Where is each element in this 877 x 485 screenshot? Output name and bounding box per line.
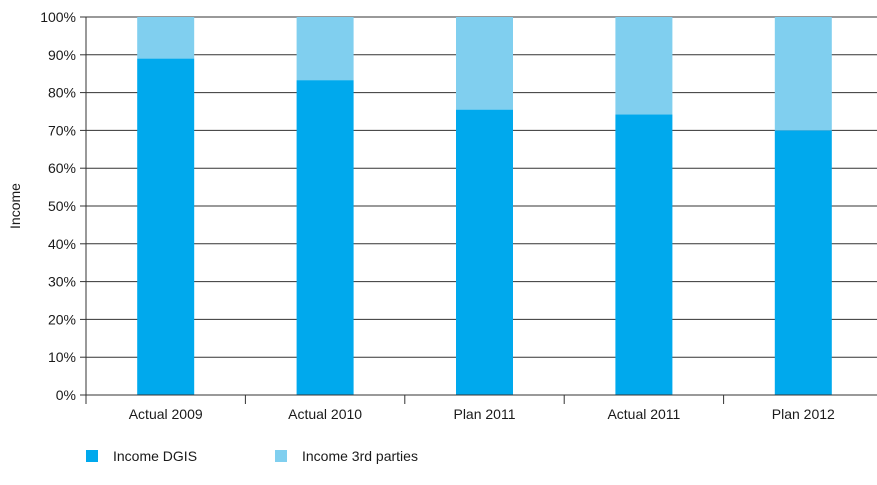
bar-segment [774,130,832,395]
y-tick-label: 50% [48,198,76,214]
y-tick-label: 20% [48,311,76,327]
y-tick-label: 80% [48,85,76,101]
bar-segment [456,17,513,110]
bar-segment [774,17,832,131]
legend-label: Income 3rd parties [302,448,418,464]
y-axis-title: Income [7,183,23,229]
bars [137,17,832,396]
y-tick-label: 100% [40,9,76,25]
y-tick-label: 30% [48,274,76,290]
x-tick-label: Actual 2009 [129,406,203,422]
y-tick-label: 0% [56,387,76,403]
bar-segment [137,58,195,396]
legend-swatch [86,450,98,462]
legend: Income DGIS Income 3rd parties [86,448,418,464]
bar-segment [296,17,354,81]
y-tick-label: 90% [48,47,76,63]
x-tick-label: Actual 2010 [288,406,362,422]
bar-segment [296,80,354,395]
y-tick-label: 40% [48,236,76,252]
axes: 0% 10% 20% 30% 40% 50% 60% 70% 80% 90% 100% Actual … [40,9,877,422]
bar-segment [137,17,195,59]
x-tick-label: Plan 2011 [453,406,515,422]
legend-swatch [275,450,287,462]
bar-segment [615,114,673,396]
y-tick-label: 70% [48,122,76,138]
bar-segment [615,17,673,115]
x-tick-label: Actual 2011 [607,406,680,422]
y-tick-label: 60% [48,160,76,176]
y-tick-label: 10% [48,349,76,365]
bar-segment [456,109,513,396]
legend-label: Income DGIS [113,448,197,464]
x-tick-label: Plan 2012 [772,406,835,422]
